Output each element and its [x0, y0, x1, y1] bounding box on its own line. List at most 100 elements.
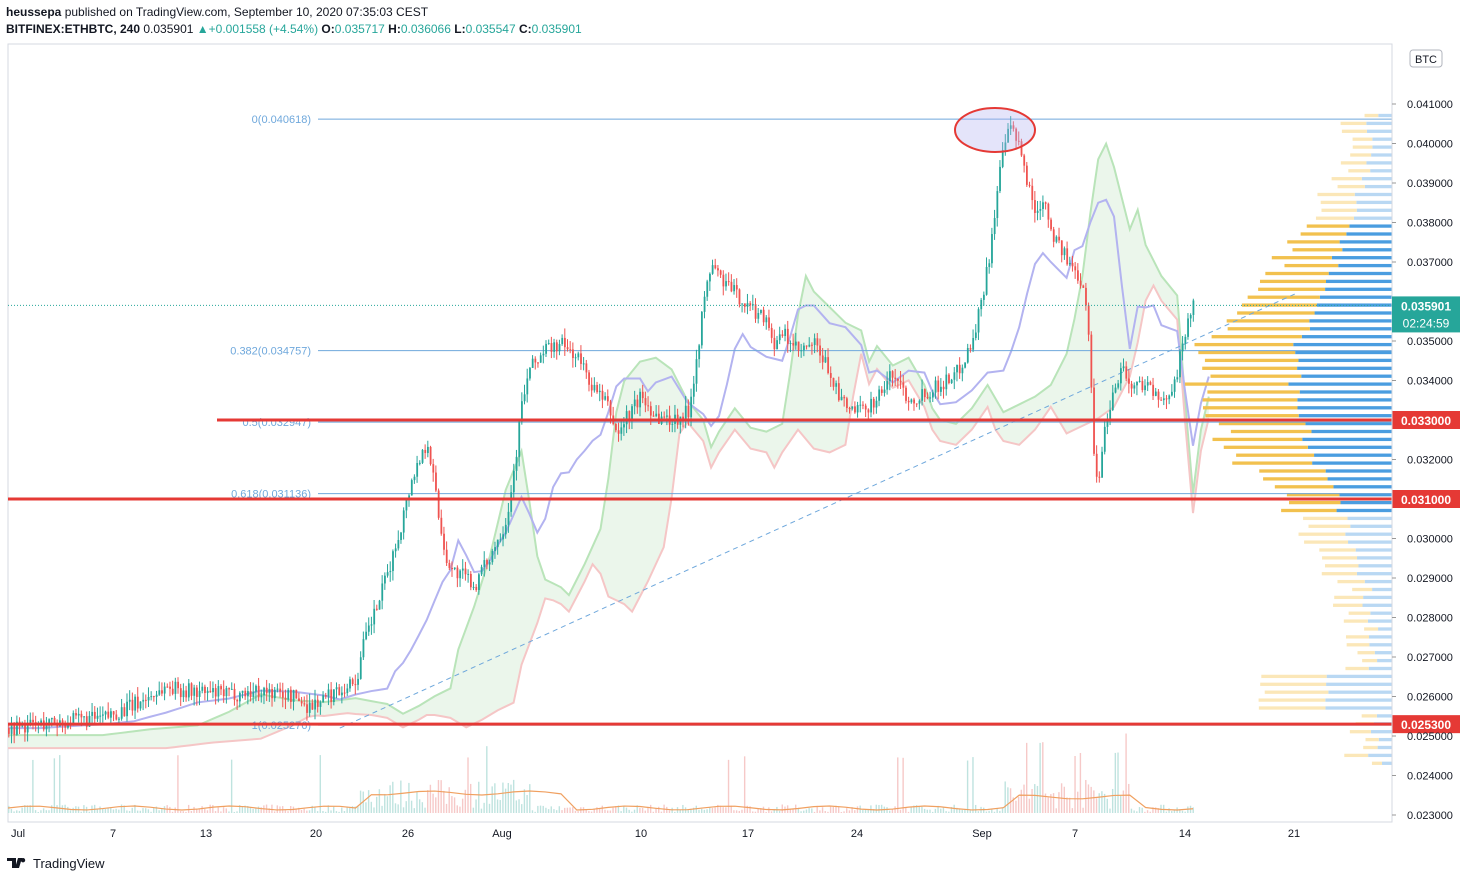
- volume-bar: [620, 811, 622, 813]
- time-tick-label: 10: [635, 828, 647, 840]
- volume-bar: [880, 804, 883, 813]
- volume-bar: [488, 803, 491, 813]
- volume-bars: [7, 733, 1194, 813]
- candle-body: [714, 265, 717, 269]
- vp-bar-up: [1381, 761, 1392, 765]
- candle-body: [1060, 240, 1063, 256]
- volume-bar: [1144, 811, 1146, 813]
- candle-body: [931, 392, 934, 398]
- volume-bar: [1077, 791, 1079, 813]
- volume-bar: [445, 803, 448, 813]
- volume-bar: [956, 807, 958, 813]
- volume-bar: [502, 782, 504, 813]
- candle-body: [899, 380, 902, 383]
- volume-bar: [700, 808, 703, 813]
- candle-body: [1111, 392, 1114, 410]
- candle-body: [786, 328, 789, 344]
- volume-bar: [655, 808, 657, 813]
- candle-body: [719, 270, 722, 275]
- volume-bar: [1192, 807, 1194, 813]
- candle-body: [209, 690, 212, 693]
- price-axis[interactable]: 0.041000 0.040000 0.039000 0.038000 0.037000…: [1391, 44, 1460, 822]
- volume-bar: [472, 807, 475, 813]
- trend-line[interactable]: [339, 293, 1296, 729]
- candle-body: [789, 342, 792, 344]
- candle-body: [397, 540, 400, 549]
- candle-body: [134, 696, 137, 711]
- candle-body: [244, 690, 247, 697]
- support-levels[interactable]: 0.033000 0.031000 0.025300: [8, 411, 1460, 734]
- volume-bar: [134, 804, 136, 813]
- candle-body: [93, 711, 96, 719]
- volume-bar: [190, 810, 193, 813]
- candle-body: [1012, 125, 1015, 129]
- volume-bar: [974, 804, 977, 813]
- time-tick-label: 20: [310, 828, 322, 840]
- candle-body: [915, 403, 918, 405]
- volume-bar: [1020, 789, 1023, 813]
- candle-body: [346, 688, 349, 694]
- volume-bar: [1017, 796, 1020, 813]
- candle-body: [880, 389, 883, 393]
- volume-bar: [53, 758, 56, 813]
- candle-body: [1106, 421, 1109, 427]
- candle-body: [1039, 208, 1042, 211]
- vp-bar-down: [1247, 295, 1320, 299]
- vp-bar-down: [1237, 311, 1315, 315]
- candle-body: [929, 397, 932, 399]
- candle-body: [555, 342, 558, 352]
- volume-bar: [510, 784, 512, 813]
- currency-badge[interactable]: [1409, 49, 1443, 68]
- volume-bar: [222, 807, 225, 813]
- volume-bar: [268, 808, 270, 813]
- vp-bar-up: [1349, 224, 1392, 228]
- volume-bar: [298, 807, 300, 813]
- candle-body: [416, 463, 419, 477]
- volume-bar: [260, 807, 262, 813]
- volume-bar: [451, 796, 453, 813]
- candle-body: [867, 409, 870, 413]
- vp-bar-down: [1364, 627, 1379, 631]
- ichimoku-cloud: [8, 141, 1210, 750]
- volume-bar: [110, 807, 112, 813]
- tradingview-logo-icon[interactable]: [6, 855, 28, 871]
- volume-bar: [695, 805, 698, 813]
- vp-bar-up: [1314, 311, 1392, 315]
- candle-body: [174, 681, 177, 694]
- symbol-name[interactable]: BITFINEX:ETHBTC, 240: [6, 22, 141, 36]
- volume-bar: [201, 806, 203, 813]
- time-axis[interactable]: Jul 7 13 20 26 Aug 10 17 24 Sep 7 14 21: [8, 821, 1392, 840]
- vp-bar-down: [1352, 587, 1373, 592]
- candle-body: [161, 690, 163, 694]
- time-tick-label: Sep: [972, 828, 992, 840]
- volume-bar: [596, 807, 598, 813]
- candle-body: [827, 357, 830, 374]
- candle-body: [185, 690, 188, 698]
- volume-bar: [32, 759, 34, 813]
- candle-body: [894, 377, 897, 379]
- top-highlight-ellipse[interactable]: [954, 107, 1036, 153]
- brand-name[interactable]: TradingView: [33, 855, 105, 871]
- candle-body: [241, 690, 244, 693]
- vp-bar-down: [1352, 145, 1373, 149]
- candle-body: [746, 303, 749, 307]
- volume-bar: [1098, 793, 1100, 813]
- candle-body: [193, 687, 196, 696]
- candle-body: [222, 689, 225, 697]
- volume-bar: [370, 801, 373, 813]
- candle-body: [813, 338, 816, 345]
- candle-body: [107, 711, 110, 718]
- vp-bar-up: [1366, 129, 1392, 133]
- high-value: 0.036066: [400, 22, 451, 36]
- candle-body: [1050, 219, 1052, 230]
- volume-bar: [1028, 798, 1031, 813]
- vp-bar-down: [1334, 595, 1364, 600]
- author-name[interactable]: heussepa: [6, 5, 62, 19]
- candle-body: [770, 327, 773, 338]
- price-tick-label: 0.032000: [1407, 455, 1453, 467]
- candle-body: [343, 692, 346, 694]
- candle-body: [926, 397, 929, 399]
- vp-bar-down: [1304, 540, 1349, 544]
- volume-bar: [351, 806, 354, 813]
